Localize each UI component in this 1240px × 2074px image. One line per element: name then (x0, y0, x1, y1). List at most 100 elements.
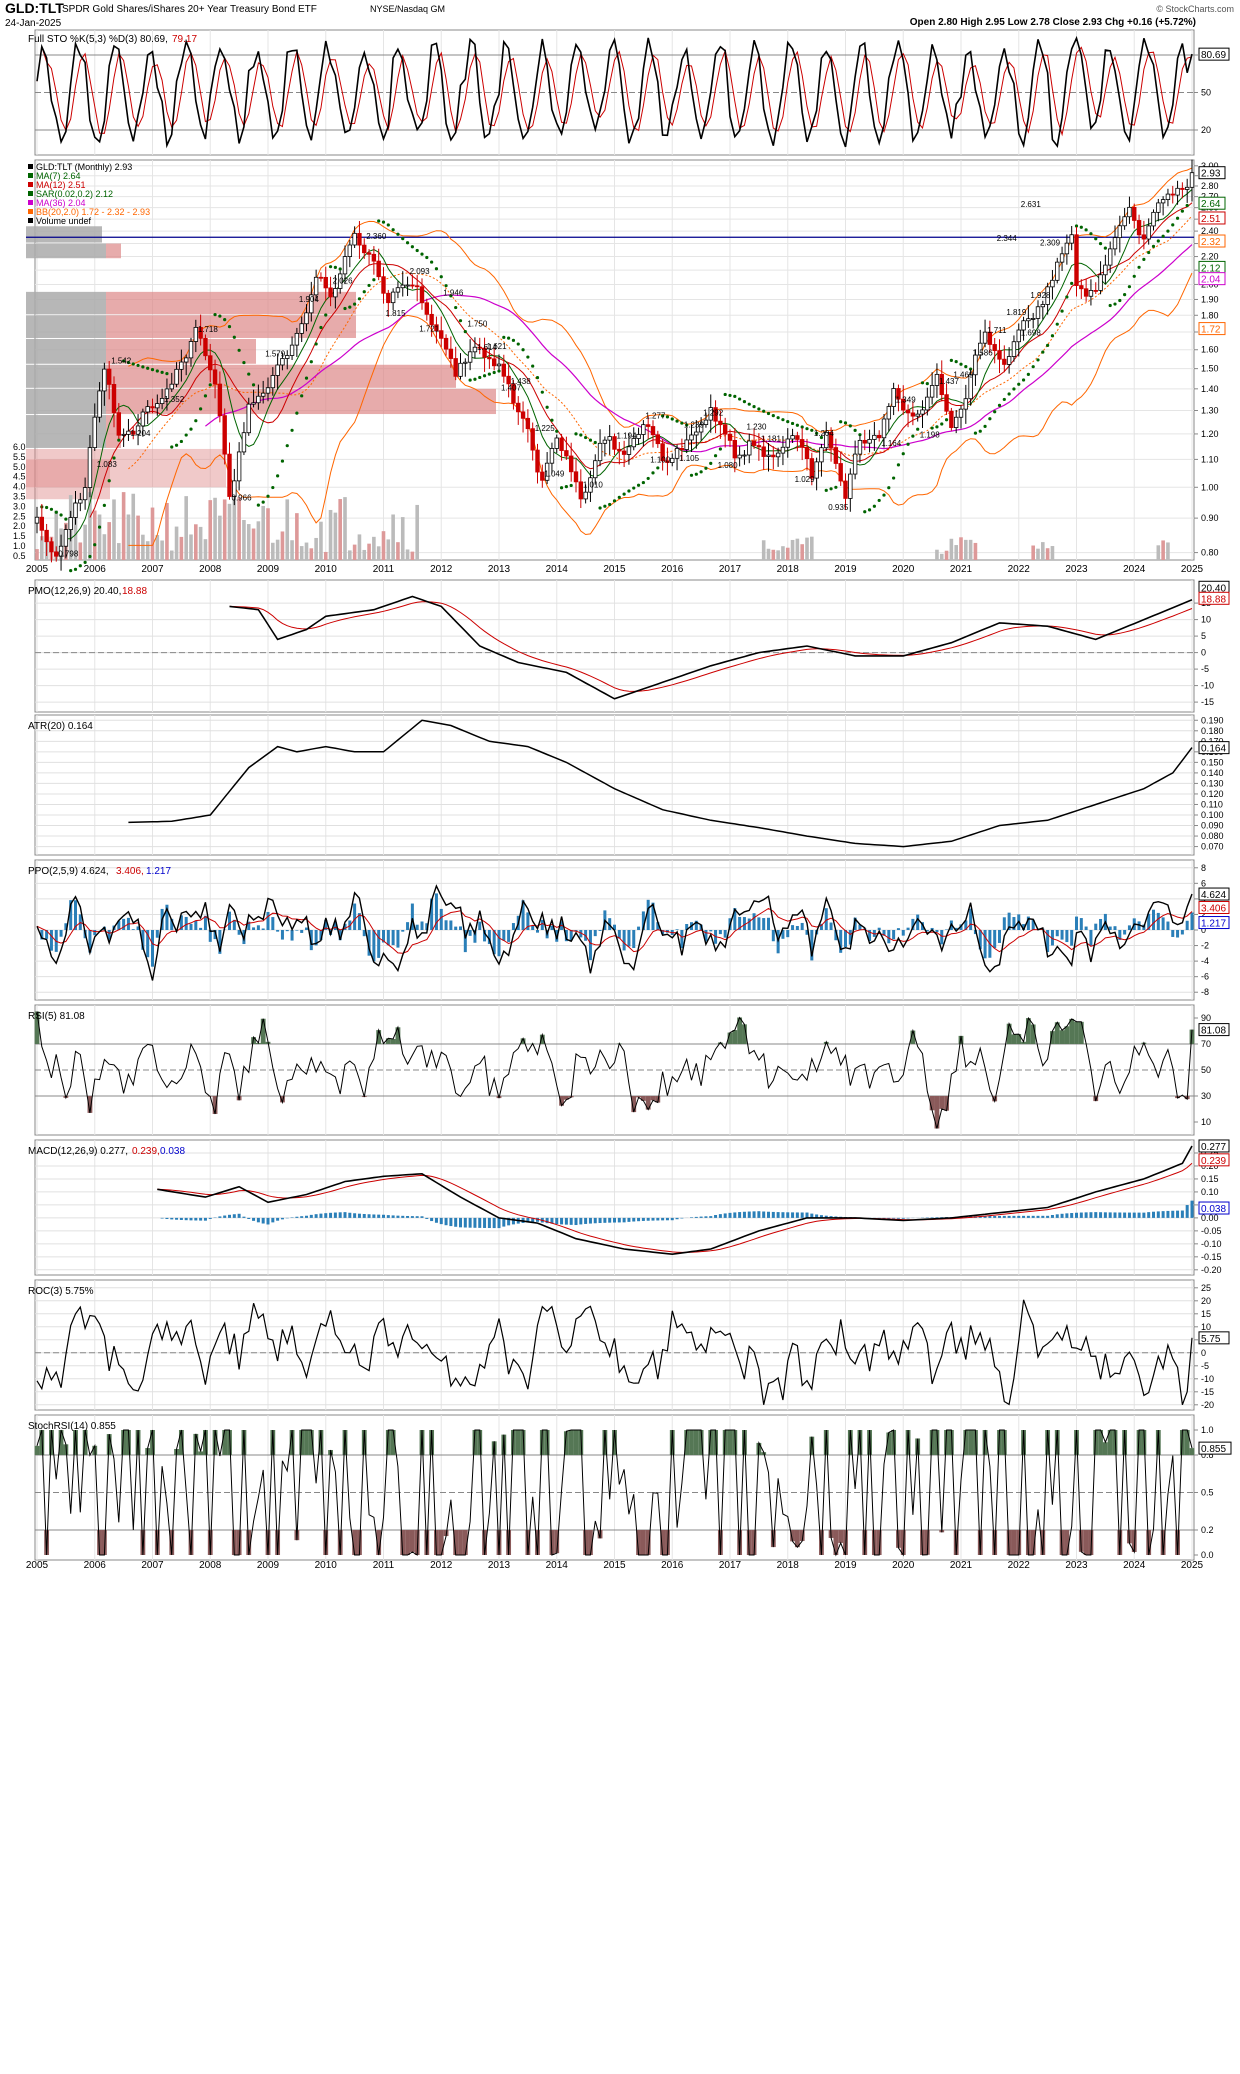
sar-dot (622, 492, 626, 496)
price-annotation: 2.309 (1040, 238, 1061, 247)
x-tick-label: 2013 (488, 1560, 511, 1571)
ppo-histogram-bar (266, 911, 270, 930)
price-annotation: 1.080 (718, 461, 739, 470)
ppo-histogram-bar (588, 930, 592, 961)
sar-dot (199, 407, 203, 411)
candle-body (366, 252, 372, 255)
candle-body (482, 347, 487, 358)
volume-bar (218, 515, 222, 560)
macd-histogram-bar (189, 1217, 193, 1221)
candle-body (645, 424, 651, 427)
sar-dot (73, 567, 78, 571)
volume-bar (208, 500, 213, 560)
macd-histogram-bar (791, 1212, 795, 1218)
candle-body (732, 439, 738, 459)
sar-dot (146, 366, 150, 370)
stochrsi-high-fill (198, 1451, 204, 1455)
x-tick-label: 2019 (834, 1560, 857, 1571)
sar-dot (276, 474, 280, 478)
y-tick-label: 1.90 (1201, 294, 1219, 304)
ppo-histogram-bar (646, 899, 650, 930)
sar-dot (1079, 225, 1083, 229)
sar-dot (93, 543, 97, 547)
sar-dot (786, 419, 790, 424)
candle-body (631, 438, 636, 448)
sar-dot (122, 359, 126, 363)
macd-histogram-bar (1075, 1212, 1078, 1218)
x-tick-label: 2015 (603, 1560, 626, 1571)
candle-body (150, 406, 155, 409)
ppo-histogram-bar (179, 915, 183, 930)
candle-body (804, 446, 810, 460)
ppo-histogram-bar (641, 911, 645, 930)
macd-histogram-bar (362, 1213, 366, 1218)
ppo-histogram-bar (213, 930, 217, 940)
candle-body (203, 337, 208, 357)
stochrsi-low-fill (876, 1530, 882, 1555)
macd-histogram-bar (646, 1217, 650, 1221)
x-tick-label: 2019 (834, 564, 857, 575)
sar-dot (766, 411, 771, 416)
rsi-overbought-fill (1059, 1030, 1065, 1044)
y-tick-label: 0.8 (1201, 1450, 1214, 1460)
ppo-histogram-bar (839, 930, 843, 953)
value-tag-label: 2.64 (1201, 199, 1221, 210)
macd-histogram-bar (608, 1217, 612, 1223)
candle-body (583, 491, 588, 500)
rsi-overbought-fill (1006, 1023, 1012, 1044)
sar-dot (223, 318, 227, 322)
candle-body (564, 450, 569, 457)
volume-bar (198, 526, 203, 560)
stochrsi-low-fill (1011, 1530, 1017, 1555)
macd-histogram-bar (694, 1216, 698, 1218)
price-annotation: 1.579 (265, 350, 286, 359)
sar-dot (1142, 257, 1146, 262)
candle-body (39, 516, 45, 531)
volume-bar (194, 524, 198, 560)
candle-body (463, 361, 468, 364)
stochrsi-high-fill (126, 1430, 131, 1455)
rsi-oversold-fill (212, 1096, 218, 1114)
x-tick-label: 2021 (950, 564, 973, 575)
volume-bar (184, 496, 188, 560)
ppo-histogram-bar (848, 930, 852, 945)
sar-dot (1021, 378, 1026, 382)
volume-tick-label: 3.0 (13, 501, 26, 511)
sar-dot (593, 440, 597, 445)
rsi-overbought-fill (1064, 1026, 1070, 1044)
y-tick-label: -8 (1201, 987, 1209, 997)
ppo-histogram-bar (521, 900, 525, 930)
sar-dot (266, 494, 270, 498)
macd-histogram-bar (1147, 1212, 1151, 1218)
ppo-histogram-bar (685, 924, 689, 930)
price-annotation: 1.225 (535, 424, 556, 433)
sar-dot (377, 219, 381, 223)
volume-bar (1050, 546, 1055, 560)
sar-dot (1151, 244, 1156, 248)
candle-body (819, 447, 824, 463)
candle-body (617, 448, 622, 452)
sar-dot (1123, 293, 1127, 297)
rsi-oversold-fill (944, 1096, 949, 1111)
candle-body (208, 355, 213, 371)
x-tick-label: 2007 (141, 1560, 164, 1571)
rsi-overbought-fill (727, 1032, 733, 1044)
sar-dot (444, 284, 448, 288)
ppo-histogram-bar (391, 930, 395, 946)
volume-bar (405, 549, 410, 560)
candle-body (939, 373, 944, 396)
sar-dot (502, 335, 506, 339)
volume-bar (242, 520, 246, 560)
macd-histogram-bar (338, 1212, 342, 1218)
sar-dot (762, 409, 766, 413)
candle-body (280, 358, 285, 366)
candle-body (97, 390, 102, 418)
candle-body (636, 434, 641, 439)
stochrsi-high-fill (135, 1430, 141, 1455)
sar-dot (454, 305, 458, 310)
macd-histogram-bar (588, 1217, 592, 1224)
price-annotation: 1.819 (1006, 308, 1027, 317)
sar-dot (718, 447, 722, 451)
candle-body (747, 440, 752, 456)
sar-dot (1026, 372, 1030, 376)
